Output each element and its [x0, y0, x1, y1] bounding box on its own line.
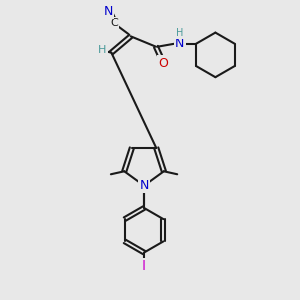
Text: N: N [175, 37, 184, 50]
Text: H: H [176, 28, 183, 38]
Text: N: N [140, 179, 149, 192]
Text: C: C [110, 18, 118, 28]
Text: O: O [158, 57, 168, 70]
Text: H: H [98, 45, 106, 55]
Text: I: I [142, 259, 146, 273]
Text: N: N [104, 4, 113, 17]
